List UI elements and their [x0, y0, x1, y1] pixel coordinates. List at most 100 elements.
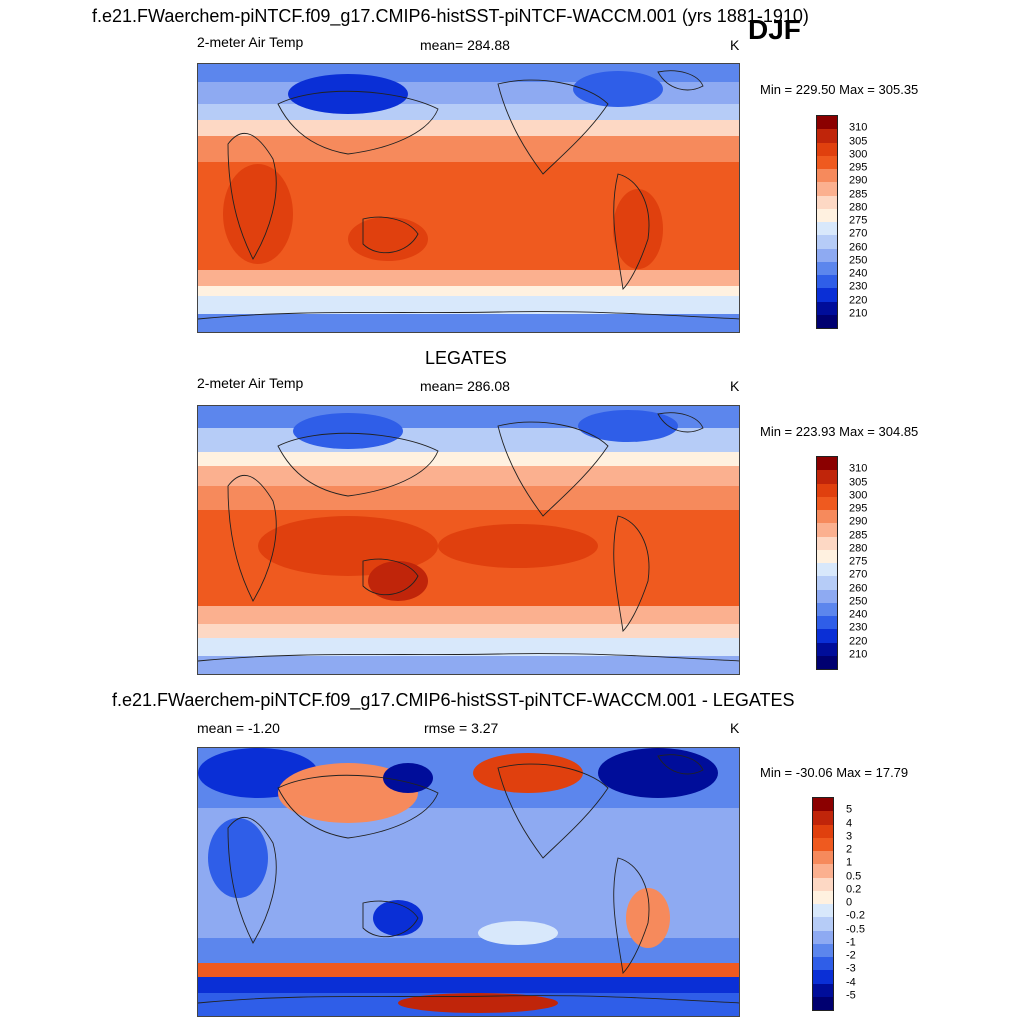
- colorbar-tick-label: 250: [849, 254, 868, 267]
- colorbar-tick-label: 220: [849, 294, 868, 306]
- panel2-colorbar: [816, 456, 838, 670]
- colorbar-tick-label: 305: [849, 135, 868, 147]
- panel2-minmax: Min = 223.93 Max = 304.85: [760, 424, 919, 439]
- colorbar-swatch: [817, 629, 837, 643]
- panel3-rmse: rmse = 3.27: [424, 720, 499, 736]
- colorbar-tick-label: 220: [849, 635, 868, 647]
- colorbar-tick-label: 260: [849, 241, 868, 253]
- colorbar-swatch: [817, 248, 837, 262]
- panel1-units: K: [730, 37, 740, 53]
- season-label: DJF: [748, 14, 801, 45]
- colorbar-swatch: [817, 457, 837, 471]
- page-title: f.e21.FWaerchem-piNTCF.f09_g17.CMIP6-his…: [92, 6, 809, 26]
- colorbar-tick-label: 3: [846, 830, 853, 843]
- colorbar-tick-label: 310: [849, 121, 868, 134]
- colorbar-tick-label: -5: [846, 989, 856, 1002]
- colorbar-tick-label: 275: [849, 555, 868, 568]
- colorbar-tick-label: 310: [849, 462, 868, 475]
- colorbar-swatch: [813, 798, 833, 812]
- colorbar-tick-label: -3: [846, 962, 856, 975]
- colorbar-swatch: [813, 890, 833, 904]
- colorbar-swatch: [813, 811, 833, 825]
- colorbar-tick-label: 210: [849, 307, 868, 320]
- colorbar-swatch: [817, 288, 837, 302]
- panel3-units: K: [730, 720, 740, 736]
- colorbar-swatch: [813, 996, 833, 1010]
- colorbar-swatch: [817, 314, 837, 328]
- panel2-obs-map: [197, 405, 740, 675]
- colorbar-swatch: [813, 864, 833, 878]
- colorbar-swatch: [817, 483, 837, 497]
- colorbar-swatch: [813, 877, 833, 891]
- colorbar-swatch: [817, 655, 837, 669]
- panel2-map-canvas: [198, 406, 739, 674]
- colorbar-tick-label: 230: [849, 280, 868, 293]
- colorbar-swatch: [813, 983, 833, 997]
- colorbar-swatch: [813, 970, 833, 984]
- colorbar-swatch: [817, 470, 837, 484]
- colorbar-tick-label: -0.2: [846, 909, 865, 922]
- colorbar-tick-label: 0.5: [846, 870, 862, 882]
- colorbar-tick-label: 0.2: [846, 883, 862, 896]
- colorbar-tick-label: 260: [849, 582, 868, 594]
- panel3-mean: mean = -1.20: [197, 720, 280, 736]
- colorbar-tick-label: 240: [849, 608, 868, 621]
- colorbar-tick-label: -1: [846, 936, 856, 949]
- colorbar-swatch: [817, 642, 837, 656]
- colorbar-swatch: [817, 510, 837, 524]
- colorbar-tick-label: 280: [849, 201, 868, 214]
- colorbar-swatch: [813, 851, 833, 865]
- panel2-variable: 2-meter Air Temp: [197, 375, 304, 391]
- panel2-dataset-title: LEGATES: [425, 348, 507, 368]
- colorbar-tick-label: 250: [849, 595, 868, 608]
- panel3-difference-map: [197, 747, 740, 1017]
- panel2-mean: mean= 286.08: [420, 378, 510, 394]
- colorbar-swatch: [817, 129, 837, 143]
- colorbar-swatch: [817, 235, 837, 249]
- colorbar-tick-label: 280: [849, 542, 868, 555]
- colorbar-swatch: [817, 116, 837, 130]
- panel3-title: f.e21.FWaerchem-piNTCF.f09_g17.CMIP6-his…: [112, 690, 795, 710]
- colorbar-tick-label: 270: [849, 568, 868, 581]
- panel3-colorbar: [812, 797, 834, 1011]
- colorbar-swatch: [817, 261, 837, 275]
- colorbar-swatch: [817, 222, 837, 236]
- colorbar-tick-label: 285: [849, 529, 868, 541]
- panel3-map-canvas: [198, 748, 739, 1016]
- colorbar-tick-label: 2: [846, 843, 853, 856]
- colorbar-tick-label: 240: [849, 267, 868, 280]
- panel2-units: K: [730, 378, 740, 394]
- colorbar-tick-label: 285: [849, 188, 868, 200]
- colorbar-swatch: [813, 824, 833, 838]
- colorbar-swatch: [813, 930, 833, 944]
- colorbar-swatch: [817, 496, 837, 510]
- colorbar-tick-label: 305: [849, 476, 868, 488]
- colorbar-swatch: [817, 155, 837, 169]
- colorbar-swatch: [813, 904, 833, 918]
- colorbar-swatch: [813, 943, 833, 957]
- colorbar-tick-label: -2: [846, 949, 856, 962]
- panel1-minmax: Min = 229.50 Max = 305.35: [760, 82, 919, 97]
- colorbar-swatch: [817, 523, 837, 537]
- colorbar-swatch: [817, 301, 837, 315]
- panel1-model-map: [197, 63, 740, 333]
- colorbar-tick-label: -0.5: [846, 923, 865, 935]
- colorbar-swatch: [817, 275, 837, 289]
- colorbar-tick-label: 270: [849, 227, 868, 240]
- panel1-colorbar: [816, 115, 838, 329]
- colorbar-tick-label: 290: [849, 174, 868, 187]
- colorbar-tick-label: 295: [849, 161, 868, 174]
- colorbar-swatch: [817, 195, 837, 209]
- colorbar-swatch: [817, 563, 837, 577]
- colorbar-swatch: [817, 576, 837, 590]
- colorbar-tick-label: 275: [849, 214, 868, 227]
- colorbar-tick-label: 210: [849, 648, 868, 661]
- panel1-mean: mean= 284.88: [420, 37, 510, 53]
- colorbar-swatch: [817, 182, 837, 196]
- colorbar-tick-label: 300: [849, 148, 868, 161]
- colorbar-tick-label: 1: [846, 856, 853, 869]
- colorbar-swatch: [817, 208, 837, 222]
- colorbar-swatch: [817, 589, 837, 603]
- colorbar-swatch: [817, 602, 837, 616]
- colorbar-tick-label: 0: [846, 896, 853, 909]
